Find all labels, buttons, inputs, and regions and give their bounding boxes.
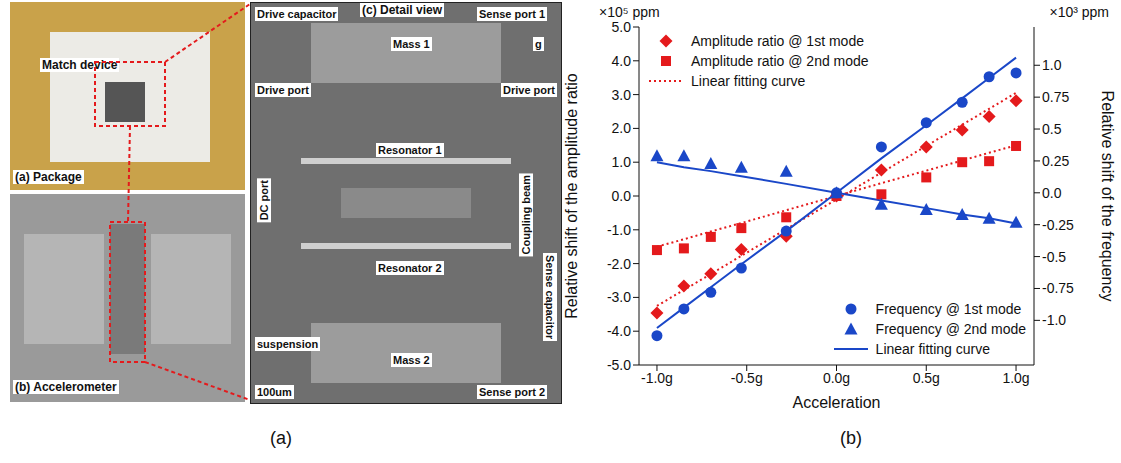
html-text:Coupling beam: Coupling beam bbox=[520, 175, 532, 255]
svg-text:1.0: 1.0 bbox=[612, 154, 632, 170]
svg-text:5.0: 5.0 bbox=[612, 19, 632, 35]
html-text:Drive port: Drive port bbox=[503, 84, 555, 96]
html-text:Linear fitting curve: Linear fitting curve bbox=[691, 73, 806, 89]
svg-text:-0.5: -0.5 bbox=[1042, 249, 1066, 265]
html-text:Mass 1: Mass 1 bbox=[393, 38, 430, 50]
html-text:Amplitude ratio @ 1st mode: Amplitude ratio @ 1st mode bbox=[691, 33, 864, 49]
svg-text:-1.0g: -1.0g bbox=[641, 370, 673, 386]
html-text:×10³ ppm: ×10³ ppm bbox=[1049, 4, 1109, 20]
html-text:Match device: Match device bbox=[42, 58, 118, 72]
svg-text:-0.75: -0.75 bbox=[1042, 280, 1074, 296]
html-text:suspension: suspension bbox=[257, 338, 319, 350]
html-text:Sense port 2: Sense port 2 bbox=[479, 386, 545, 398]
html-text:Amplitude ratio @ 2nd mode: Amplitude ratio @ 2nd mode bbox=[691, 53, 869, 69]
svg-text:Relative shift of the amplitud: Relative shift of the amplitude ratio bbox=[563, 73, 580, 319]
svg-text:-4.0: -4.0 bbox=[607, 323, 631, 339]
svg-text:0.0: 0.0 bbox=[612, 188, 632, 204]
html-text:Resonator 1: Resonator 1 bbox=[378, 144, 442, 156]
svg-text:3.0: 3.0 bbox=[612, 87, 632, 103]
svg-text:0.5: 0.5 bbox=[1042, 121, 1062, 137]
html-text:100um: 100um bbox=[257, 386, 292, 398]
html-text:Frequency @ 1st mode: Frequency @ 1st mode bbox=[875, 301, 1022, 317]
html-text:×10⁵ ppm: ×10⁵ ppm bbox=[599, 4, 660, 20]
svg-text:1.0g: 1.0g bbox=[1002, 370, 1029, 386]
svg-text:-1.0: -1.0 bbox=[1042, 312, 1066, 328]
svg-text:1.0: 1.0 bbox=[1042, 57, 1062, 73]
html-text:(b) Accelerometer: (b) Accelerometer bbox=[15, 380, 117, 394]
svg-text:0.0: 0.0 bbox=[1042, 185, 1062, 201]
html-text:(a) Package: (a) Package bbox=[15, 170, 82, 184]
html-text:Linear fitting curve: Linear fitting curve bbox=[875, 341, 990, 357]
html-text:(a): (a) bbox=[270, 428, 292, 448]
svg-text:0.5g: 0.5g bbox=[913, 370, 940, 386]
svg-text:0.25: 0.25 bbox=[1042, 153, 1069, 169]
html-text:Drive capacitor: Drive capacitor bbox=[257, 8, 337, 20]
svg-text:-3.0: -3.0 bbox=[607, 289, 631, 305]
svg-text:-5.0: -5.0 bbox=[607, 357, 631, 373]
html-text:Sense capacitor: Sense capacitor bbox=[544, 255, 556, 340]
svg-text:0.0g: 0.0g bbox=[823, 370, 850, 386]
html-text:Drive port: Drive port bbox=[257, 84, 309, 96]
svg-text:0.75: 0.75 bbox=[1042, 89, 1069, 105]
svg-text:4.0: 4.0 bbox=[612, 53, 632, 69]
svg-text:-0.5g: -0.5g bbox=[731, 370, 763, 386]
svg-text:-0.25: -0.25 bbox=[1042, 217, 1074, 233]
html-text:DC port: DC port bbox=[258, 180, 270, 221]
html-text:Frequency @ 2nd mode: Frequency @ 2nd mode bbox=[875, 321, 1026, 337]
html-text:(c) Detail view: (c) Detail view bbox=[362, 3, 442, 17]
svg-text:Acceleration: Acceleration bbox=[792, 394, 880, 411]
html-text:Mass 2: Mass 2 bbox=[393, 354, 430, 366]
html-text:g: g bbox=[535, 38, 542, 50]
html-text:Sense port 1: Sense port 1 bbox=[479, 8, 545, 20]
html-text:(b): (b) bbox=[840, 428, 862, 448]
html-text:Resonator 2: Resonator 2 bbox=[378, 262, 442, 274]
svg-text:Relative shift of the frequenc: Relative shift of the frequency bbox=[1099, 91, 1116, 302]
svg-text:-1.0: -1.0 bbox=[607, 222, 631, 238]
svg-text:2.0: 2.0 bbox=[612, 120, 632, 136]
svg-text:-2.0: -2.0 bbox=[607, 256, 631, 272]
